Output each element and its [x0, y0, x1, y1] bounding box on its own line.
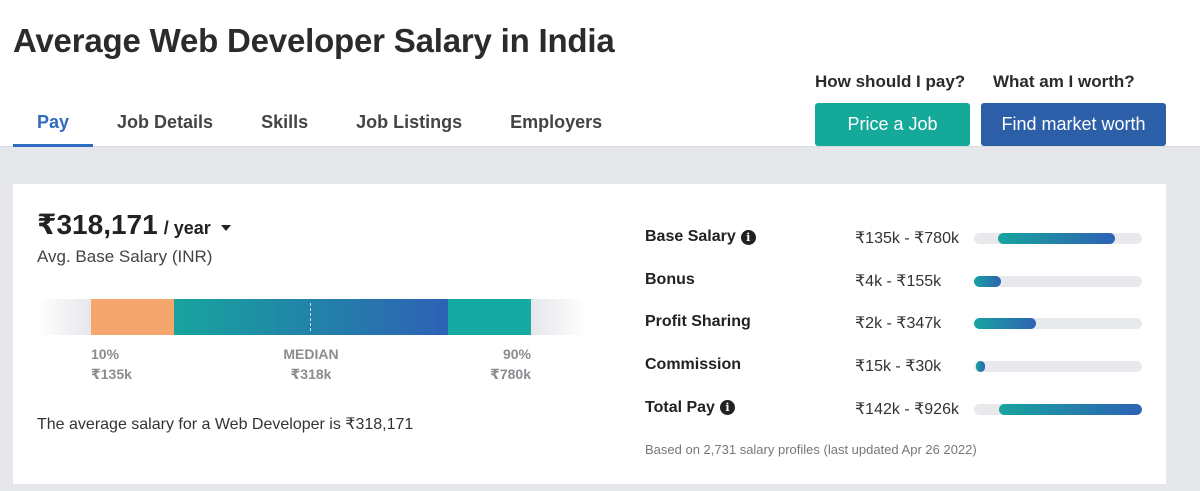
comp-range-bar: [975, 361, 985, 373]
market-worth-question: What am I worth?: [993, 72, 1135, 91]
comp-name-bonus: Bonus: [645, 271, 695, 289]
comp-name-base-salary: Base Salary i: [645, 228, 756, 246]
tab-skills[interactable]: Skills: [261, 112, 309, 132]
tab-employers[interactable]: Employers: [510, 112, 603, 132]
range-low-segment: [91, 299, 174, 335]
comp-track: [974, 318, 1142, 330]
comp-row-commission: Commission ₹15k - ₹30k: [645, 352, 1145, 395]
comp-label: Profit Sharing: [645, 313, 751, 331]
avg-salary-heading: ₹318,171 / year: [37, 208, 231, 241]
comp-row-profit-sharing: Profit Sharing ₹2k - ₹347k: [645, 309, 1145, 352]
range-high-percentile: 90%: [502, 346, 531, 362]
price-job-cta: How should I pay? Price a Job: [815, 72, 970, 146]
comp-track: [974, 403, 1142, 415]
info-icon[interactable]: i: [740, 229, 756, 245]
comp-range: ₹15k - ₹30k: [855, 358, 942, 376]
price-job-question: How should I pay?: [815, 72, 966, 91]
salary-range-bar: [37, 299, 587, 335]
range-high-segment: [448, 299, 531, 335]
salary-card: ₹318,171 / year Avg. Base Salary (INR) 1…: [13, 184, 1166, 484]
comp-label: Total Pay: [645, 398, 715, 416]
range-median-label: MEDIAN ₹318k: [91, 344, 531, 384]
comp-range: ₹142k - ₹926k: [855, 400, 959, 418]
comp-label: Commission: [645, 356, 742, 374]
comp-row-total-pay: Total Pay i ₹142k - ₹926k: [645, 395, 1145, 438]
range-low-value: ₹135k: [91, 366, 132, 382]
comp-range-bar: [997, 233, 1116, 244]
range-high-value: ₹780k: [490, 366, 531, 382]
comp-range-bar: [999, 403, 1142, 415]
caret-down-icon[interactable]: [220, 225, 231, 231]
comp-name-total-pay: Total Pay i: [645, 399, 735, 417]
range-low-percentile: 10%: [91, 346, 120, 362]
comp-track: [974, 233, 1142, 244]
page-title: Average Web Developer Salary in India: [13, 22, 615, 59]
tab-job-listings[interactable]: Job Listings: [356, 112, 463, 132]
comp-label: Base Salary: [645, 228, 736, 245]
comp-label: Bonus: [645, 270, 695, 288]
compensation-table: Base Salary i ₹135k - ₹780k Bonus ₹4k - …: [645, 224, 1145, 437]
comp-track: [974, 361, 1142, 373]
comp-name-profit-sharing: Profit Sharing: [645, 313, 751, 331]
avg-salary-label: Avg. Base Salary (INR): [37, 247, 213, 266]
price-a-job-button[interactable]: Price a Job: [815, 103, 970, 146]
salary-summary: The average salary for a Web Developer i…: [37, 416, 414, 433]
range-high-label: 90% ₹780k: [490, 344, 531, 384]
comp-range: ₹135k - ₹780k: [855, 230, 959, 247]
comp-range-bar: [974, 318, 1037, 330]
nav-tabs: Pay Job Details Skills Job Listings Empl…: [13, 100, 626, 147]
find-market-worth-button[interactable]: Find market worth: [981, 103, 1166, 146]
range-median-value: ₹318k: [290, 366, 332, 382]
pay-period-selector[interactable]: / year: [163, 218, 211, 238]
comp-track: [974, 275, 1142, 287]
comp-range-bar: [974, 275, 1001, 287]
market-worth-cta: What am I worth? Find market worth: [981, 72, 1166, 146]
page-header: Average Web Developer Salary in India Pa…: [0, 0, 1200, 147]
range-mid-segment: [174, 299, 449, 335]
data-source-footnote: Based on 2,731 salary profiles (last upd…: [645, 442, 977, 457]
info-icon[interactable]: i: [719, 400, 735, 416]
comp-range: ₹2k - ₹347k: [855, 315, 942, 333]
avg-salary-amount: ₹318,171: [37, 209, 158, 240]
comp-row-base-salary: Base Salary i ₹135k - ₹780k: [645, 224, 1145, 267]
comp-row-bonus: Bonus ₹4k - ₹155k: [645, 267, 1145, 310]
comp-range: ₹4k - ₹155k: [855, 272, 942, 290]
range-median-title: MEDIAN: [283, 346, 339, 362]
range-low-label: 10% ₹135k: [91, 344, 132, 384]
tab-pay[interactable]: Pay: [13, 100, 94, 147]
tab-job-details[interactable]: Job Details: [117, 112, 214, 132]
median-marker: [310, 303, 311, 331]
comp-name-commission: Commission: [645, 356, 741, 374]
